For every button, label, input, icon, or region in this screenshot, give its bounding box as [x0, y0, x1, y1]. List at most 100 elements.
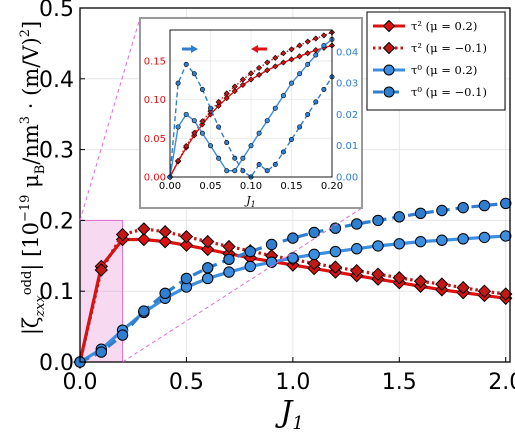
x-tick-label: 1.0: [275, 370, 310, 395]
arrow-head: [251, 45, 258, 53]
inset-data-point: [297, 71, 303, 77]
inset-right-tick-label: 0.01: [336, 141, 358, 152]
data-point: [223, 253, 235, 266]
data-point: [180, 272, 193, 285]
inset-data-point: [183, 61, 189, 67]
inset-data-point: [231, 83, 238, 90]
inset-x-axis-label: J1: [244, 194, 256, 209]
data-point: [137, 222, 151, 236]
inset-data-point: [175, 124, 181, 130]
inset-right-tick-label: 0.03: [336, 79, 358, 90]
inset-data-point: [191, 118, 197, 124]
arrow-head: [191, 45, 198, 53]
inset-data-point: [256, 64, 263, 71]
data-point: [308, 226, 320, 239]
legend-marker-swatch: [382, 19, 396, 33]
data-point: [372, 240, 384, 252]
inset-data-point: [256, 71, 263, 78]
inset-data-point: [312, 35, 319, 42]
y-tick-label: 0.2: [39, 209, 74, 234]
inset-data-point: [208, 105, 214, 111]
inset-data-point: [297, 124, 303, 130]
inset-data-point: [208, 143, 214, 149]
inset-data-point: [232, 155, 238, 161]
legend-marker-swatch: [383, 86, 395, 98]
inset-data-point: [288, 136, 294, 142]
data-point: [202, 262, 214, 274]
x-axis-label: J1: [274, 395, 303, 434]
inset-left-tick-label: 0.00: [144, 173, 166, 184]
data-point: [351, 243, 363, 255]
inset-data-point: [183, 111, 189, 117]
data-point: [477, 284, 492, 298]
data-point: [500, 197, 512, 210]
inset-data-point: [223, 95, 230, 102]
inset-left-tick-label: 0.15: [144, 56, 166, 67]
inset-data-point: [305, 111, 311, 117]
legend-marker-swatch: [383, 64, 395, 76]
inset-x-tick-label: 0.10: [240, 181, 262, 192]
inset-data-point: [191, 71, 197, 77]
legend-label: τ⁰ (μ = 0.2): [411, 63, 477, 77]
data-point: [94, 263, 108, 277]
inset-data-point: [240, 168, 246, 174]
x-tick-label: 0.5: [169, 370, 204, 395]
series-0-1: [74, 197, 512, 368]
inset-data-point: [199, 86, 205, 92]
data-point: [414, 207, 427, 220]
inset-data-point: [264, 59, 271, 66]
inset-data-point: [199, 121, 206, 128]
data-point: [287, 232, 299, 244]
inset-data-point: [175, 80, 181, 86]
data-point: [138, 305, 150, 317]
data-point: [478, 199, 491, 212]
inset-data-point: [304, 50, 311, 57]
inset-left-tick-label: 0.10: [144, 95, 166, 106]
inset-data-point: [264, 118, 270, 124]
data-point: [393, 238, 406, 250]
data-point: [265, 238, 278, 251]
inset-x-tick-label: 0.05: [199, 181, 221, 192]
inset-x-tick-label: 0.15: [280, 181, 302, 192]
data-point: [223, 266, 235, 278]
data-point: [414, 235, 427, 248]
inset-data-point: [175, 157, 182, 164]
legend-entry: τ⁰ (μ = −0.1): [373, 85, 487, 99]
inset-data-point: [183, 143, 190, 150]
inset-data-point: [239, 81, 246, 88]
data-point: [457, 233, 469, 245]
data-point: [413, 274, 428, 288]
data-point: [372, 214, 384, 227]
inset-data-point: [280, 93, 286, 99]
y-tick-label: 0.4: [39, 68, 74, 93]
data-point: [478, 231, 491, 244]
inset-data-point: [264, 168, 270, 174]
data-point: [307, 256, 321, 271]
data-point: [222, 239, 236, 254]
inset-series-0-1: [166, 29, 336, 181]
data-point: [457, 201, 469, 214]
data-point: [158, 225, 172, 239]
data-point: [202, 272, 214, 285]
legend-entry: τ² (μ = 0.2): [373, 19, 477, 33]
inset-data-point: [272, 105, 278, 111]
data-point: [500, 230, 512, 242]
inset-axes-frame: [169, 29, 333, 178]
inset-plot: 0.00 0.05 0.10 0.15 0.200.000.050.100.150.00…: [79, 17, 363, 363]
inset-data-point: [215, 98, 222, 105]
inset-data-point: [248, 143, 254, 149]
y-tick-label: 0.0: [39, 351, 74, 376]
inset-data-point: [272, 54, 279, 61]
y-tick-label: 0.5: [39, 0, 74, 22]
inset-data-point: [240, 155, 246, 161]
legend-label: τ² (μ = 0.2): [411, 19, 477, 33]
inset-data-point: [304, 38, 311, 45]
inset-data-point: [288, 80, 294, 86]
data-point: [329, 245, 342, 258]
axes-frame: [79, 7, 511, 363]
inset-x-tick-label: 0.00: [159, 181, 181, 192]
inset-data-point: [264, 67, 271, 74]
inset-data-point: [239, 76, 246, 83]
inset-data-point: [232, 168, 238, 174]
y-tick-label: 0.3: [39, 139, 74, 164]
